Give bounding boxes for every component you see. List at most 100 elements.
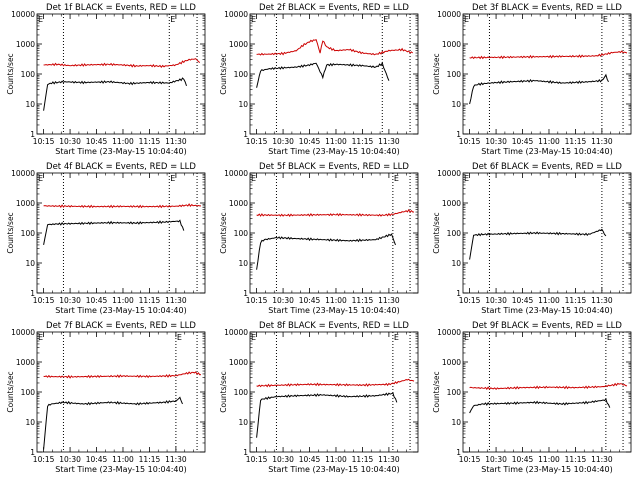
corner-mark-left: E: [464, 333, 469, 342]
plot-frame: [249, 13, 419, 135]
series-line-events: [43, 77, 187, 111]
x-axis-label: Start Time (23-May-15 10:04:40): [268, 306, 399, 315]
y-tick-label: 10: [25, 259, 35, 268]
x-tick-label: 11:00: [538, 137, 560, 146]
x-tick-label: 11:30: [165, 296, 187, 305]
x-tick-label: 11:00: [538, 455, 560, 464]
x-tick-label: 10:30: [272, 296, 294, 305]
x-tick-label: 11:00: [325, 455, 347, 464]
y-tick-label: 10000: [437, 328, 461, 337]
x-tick-label: 11:30: [591, 296, 613, 305]
x-tick-label: 11:30: [591, 455, 613, 464]
chart-title: Det 6f BLACK = Events, RED = LLD: [472, 162, 622, 172]
x-tick-label: 11:00: [538, 296, 560, 305]
chart-panel-9: Det 9f BLACK = Events, RED = LLD 1 10 100 10…: [432, 321, 632, 474]
y-axis-label: Counts/sec: [432, 212, 441, 253]
y-tick-label: 100: [21, 229, 36, 238]
y-tick-label: 1: [30, 130, 35, 139]
x-tick-label: 11:00: [112, 455, 134, 464]
x-tick-label: 10:15: [459, 137, 481, 146]
series-line-lld: [256, 208, 414, 217]
corner-mark-left: E: [464, 174, 469, 183]
y-tick-label: 1000: [229, 40, 248, 49]
y-axis-label: Counts/sec: [219, 53, 228, 94]
corner-mark-right: E: [603, 15, 608, 24]
y-tick-label: 10000: [11, 10, 35, 19]
y-tick-label: 1000: [442, 40, 461, 49]
x-tick-label: 11:00: [325, 137, 347, 146]
x-tick-label: 10:15: [459, 455, 481, 464]
x-tick-label: 11:15: [139, 137, 161, 146]
corner-mark-right: E: [394, 333, 399, 342]
x-tick-label: 10:15: [246, 296, 268, 305]
y-tick-label: 1: [243, 130, 248, 139]
chart-panel-7: Det 7f BLACK = Events, RED = LLD 1 10 100 10…: [6, 321, 206, 474]
y-tick-label: 100: [447, 388, 462, 397]
y-axis-label: Counts/sec: [219, 212, 228, 253]
y-tick-label: 10: [238, 100, 248, 109]
y-tick-label: 1: [30, 448, 35, 457]
x-tick-label: 10:45: [86, 137, 108, 146]
chart-panel-5: Det 5f BLACK = Events, RED = LLD 1 10 100 10…: [219, 162, 419, 315]
x-tick-label: 10:30: [485, 296, 507, 305]
y-tick-label: 1: [456, 289, 461, 298]
y-tick-label: 1: [30, 289, 35, 298]
corner-mark-right: E: [170, 174, 175, 183]
x-tick-label: 11:15: [139, 296, 161, 305]
x-tick-label: 10:45: [299, 455, 321, 464]
chart-panel-8: Det 8f BLACK = Events, RED = LLD 1 10 100 10…: [219, 321, 419, 474]
y-tick-label: 10000: [224, 328, 248, 337]
y-tick-label: 1: [456, 448, 461, 457]
y-tick-label: 1: [243, 448, 248, 457]
y-axis-label: Counts/sec: [6, 212, 15, 253]
y-tick-label: 10: [238, 259, 248, 268]
chart-title: Det 9f BLACK = Events, RED = LLD: [472, 321, 622, 331]
y-tick-label: 10000: [11, 169, 35, 178]
y-tick-label: 10000: [224, 10, 248, 19]
x-axis-label: Start Time (23-May-15 10:04:40): [481, 465, 612, 474]
x-axis-label: Start Time (23-May-15 10:04:40): [481, 147, 612, 156]
chart-panel-1: Det 1f BLACK = Events, RED = LLD 1 10 100 10…: [6, 3, 206, 156]
series-line-events: [469, 398, 611, 414]
x-tick-label: 11:15: [352, 455, 374, 464]
y-tick-label: 10: [25, 100, 35, 109]
chart-title: Det 5f BLACK = Events, RED = LLD: [259, 162, 409, 172]
x-axis-label: Start Time (23-May-15 10:04:40): [481, 306, 612, 315]
x-axis-label: Start Time (23-May-15 10:04:40): [268, 465, 399, 474]
series-line-events: [43, 396, 183, 450]
y-tick-label: 1000: [442, 199, 461, 208]
x-tick-label: 10:15: [33, 137, 55, 146]
series-line-lld: [43, 58, 201, 69]
y-tick-label: 1000: [229, 199, 248, 208]
x-tick-label: 10:45: [86, 455, 108, 464]
y-axis-label: Counts/sec: [6, 371, 15, 412]
x-tick-label: 11:00: [112, 296, 134, 305]
corner-mark-right: E: [383, 15, 388, 24]
x-tick-label: 11:30: [165, 455, 187, 464]
plot-frame: [36, 331, 206, 453]
x-tick-label: 10:30: [272, 455, 294, 464]
x-tick-label: 11:15: [565, 137, 587, 146]
chart-panel-2: Det 2f BLACK = Events, RED = LLD 1 10 100 10…: [219, 3, 419, 156]
series-line-events: [256, 392, 398, 438]
y-axis-label: Counts/sec: [432, 53, 441, 94]
corner-mark-left: E: [251, 333, 256, 342]
x-axis-label: Start Time (23-May-15 10:04:40): [55, 465, 186, 474]
y-tick-label: 100: [21, 388, 36, 397]
y-tick-label: 10000: [437, 169, 461, 178]
series-line-lld: [256, 39, 414, 56]
chart-panel-6: Det 6f BLACK = Events, RED = LLD 1 10 100 10…: [432, 162, 632, 315]
corner-mark-right: E: [170, 15, 175, 24]
series-line-events: [256, 61, 390, 88]
series-line-events: [469, 73, 609, 105]
x-tick-label: 10:45: [512, 455, 534, 464]
y-tick-label: 100: [234, 70, 249, 79]
x-axis-label: Start Time (23-May-15 10:04:40): [55, 306, 186, 315]
x-tick-label: 11:00: [325, 296, 347, 305]
corner-mark-left: E: [38, 333, 43, 342]
y-tick-label: 100: [21, 70, 36, 79]
y-tick-label: 100: [447, 229, 462, 238]
x-tick-label: 10:45: [86, 296, 108, 305]
corner-mark-right: E: [394, 174, 399, 183]
chart-title: Det 2f BLACK = Events, RED = LLD: [259, 3, 409, 13]
